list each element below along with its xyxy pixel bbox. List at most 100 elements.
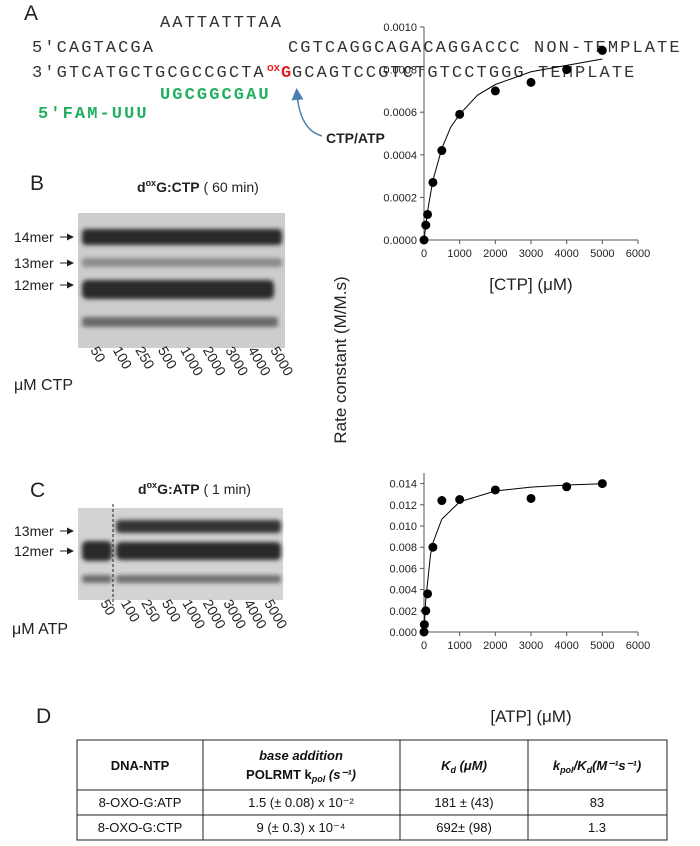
band-label: 13mer <box>14 255 54 271</box>
table-cell: 83 <box>590 795 604 810</box>
data-point <box>421 606 431 616</box>
header-part: K <box>441 758 452 773</box>
gel-title: doxG:CTP ( 60 min) <box>137 178 259 195</box>
header-part: (M⁻¹s⁻¹) <box>592 758 641 773</box>
sequence-text: CGTCAGGCAGACAGGACCC NON-TEMPLATE <box>288 39 682 58</box>
incoming-nucleotide: CTP/ATP <box>326 130 385 146</box>
x-tick-label: 0 <box>421 248 427 260</box>
table-header: kpol/Kd(M⁻¹s⁻¹) <box>553 758 641 775</box>
title-part: ox <box>146 178 157 188</box>
table-cell: 692± (98) <box>436 820 492 835</box>
y-tick-label: 0.006 <box>389 563 417 575</box>
x-tick-label: 2000 <box>483 248 507 260</box>
data-point <box>490 86 500 96</box>
table-cell: 1.5 (± 0.08) x 10⁻² <box>248 795 354 810</box>
gel-axis-label: μM CTP <box>14 377 73 394</box>
y-tick-label: 0.002 <box>389 606 417 618</box>
data-point <box>455 495 465 504</box>
primer-label: 5′FAM-UUU <box>38 105 149 124</box>
data-point <box>490 485 500 495</box>
x-tick-label: 0 <box>421 640 427 652</box>
lane-label: 4000 <box>245 344 275 379</box>
title-part: ox <box>147 480 158 490</box>
header-part: (μM) <box>456 758 487 773</box>
y-axis-label: Rate constant (M/M.s) <box>331 276 350 443</box>
lesion-mod: ox <box>267 62 281 74</box>
lane-label: 1000 <box>177 344 207 379</box>
x-tick-label: 6000 <box>626 248 650 260</box>
sequence-loop: AATTATTTAA <box>160 14 283 33</box>
sequence-text: GCAGTCCGTCTGTCCTGGG TEMPLATE <box>292 64 636 83</box>
table <box>76 739 668 841</box>
sequence-text: 5′CAGTACGA <box>32 39 155 58</box>
band-label: 12mer <box>14 543 54 559</box>
x-axis-label: [ATP] (μM) <box>490 707 571 726</box>
title-part: d <box>137 179 146 195</box>
table-header: base addition <box>259 748 343 763</box>
header-part: (s⁻¹) <box>325 767 356 782</box>
header-part: k <box>553 758 561 773</box>
x-axis-label: [CTP] (μM) <box>489 275 572 294</box>
title-part: ( 1 min) <box>200 481 251 497</box>
x-tick-label: 1000 <box>447 640 471 652</box>
table-header: Kd (μM) <box>441 758 487 775</box>
y-tick-label: 0.0000 <box>383 235 417 247</box>
gel-title: doxG:ATP ( 1 min) <box>138 480 251 497</box>
title-part: G:ATP <box>157 481 200 497</box>
table-cell: 181 ± (43) <box>434 795 493 810</box>
data-point <box>437 146 447 156</box>
lane-label: 5000 <box>267 344 297 379</box>
y-tick-label: 0.008 <box>389 542 417 554</box>
y-tick-label: 0.012 <box>389 500 417 512</box>
header-part: /K <box>573 758 589 773</box>
arrow <box>291 88 323 137</box>
title-part: ( 60 min) <box>200 179 259 195</box>
fit-line <box>423 483 603 633</box>
title-part: G:CTP <box>156 179 200 195</box>
band-label: 12mer <box>14 277 54 293</box>
panel-label: C <box>30 479 45 502</box>
primer: UGCGGCGAU <box>160 86 271 105</box>
lane-label: 250 <box>138 597 164 625</box>
x-tick-label: 3000 <box>519 248 543 260</box>
table-header: DNA-NTP <box>111 758 170 773</box>
x-tick-label: 1000 <box>447 248 471 260</box>
band-label: 13mer <box>14 523 54 539</box>
data-point <box>526 77 536 87</box>
panel-label: A <box>24 2 38 25</box>
lane-label: 50 <box>87 344 109 366</box>
lane-label: 500 <box>159 597 185 625</box>
x-tick-label: 4000 <box>554 640 578 652</box>
data-point <box>562 482 572 492</box>
data-point <box>437 496 447 506</box>
y-tick-label: 0.0004 <box>383 150 417 162</box>
data-point <box>526 493 536 503</box>
panel-label: D <box>36 705 51 728</box>
fit-line <box>423 58 603 241</box>
title-part: d <box>138 481 147 497</box>
gel-bands <box>82 229 282 327</box>
data-point <box>428 542 438 552</box>
gel-bands <box>82 520 281 583</box>
data-point <box>562 65 572 75</box>
lane-label: 50 <box>97 597 119 619</box>
table-cell: 8-OXO-G:ATP <box>99 795 182 810</box>
y-tick-label: 0.014 <box>389 479 417 491</box>
table-cell: 9 (± 0.3) x 10⁻⁴ <box>257 820 346 835</box>
sequence-text: 3′GTCATGCTGCGCCGCTA <box>32 64 266 83</box>
lesion-base: G <box>281 64 291 83</box>
y-tick-label: 0.010 <box>389 521 417 533</box>
data-point <box>597 479 607 489</box>
y-tick-label: 0.000 <box>389 627 417 639</box>
y-tick-label: 0.0006 <box>383 107 417 119</box>
x-tick-label: 3000 <box>519 640 543 652</box>
data-point <box>423 589 433 599</box>
y-tick-label: 0.0010 <box>383 22 417 34</box>
header-part: d <box>587 765 593 775</box>
header-part: d <box>450 765 456 775</box>
x-tick-label: 6000 <box>626 640 650 652</box>
table-header: POLRMT kpol (s⁻¹) <box>246 767 356 784</box>
